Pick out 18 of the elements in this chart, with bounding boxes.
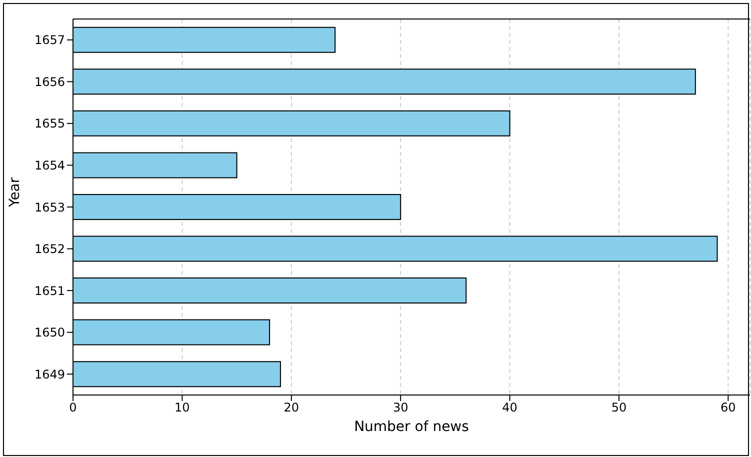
y-tick-label: 1650	[34, 326, 65, 340]
y-tick-label: 1649	[34, 367, 65, 382]
y-tick-label: 1652	[34, 242, 65, 256]
x-tick-label: 20	[284, 400, 300, 415]
x-tick-label: 50	[611, 400, 627, 415]
y-axis-title: Year	[6, 177, 23, 208]
x-tick-label: 60	[720, 400, 736, 415]
y-tick-label: 1656	[34, 74, 65, 89]
y-tick-label: 1655	[34, 116, 65, 131]
y-tick-label: 1654	[34, 158, 65, 172]
x-tick-label: 30	[392, 400, 408, 415]
y-tick-label: 1651	[34, 284, 65, 298]
x-tick-label: 0	[69, 400, 77, 415]
x-axis-title: Number of news	[354, 419, 469, 435]
y-tick-label: 1657	[34, 33, 65, 48]
x-tick-label: 40	[502, 400, 518, 415]
y-tick-label: 1653	[34, 200, 65, 214]
x-tick-label: 10	[174, 400, 190, 415]
